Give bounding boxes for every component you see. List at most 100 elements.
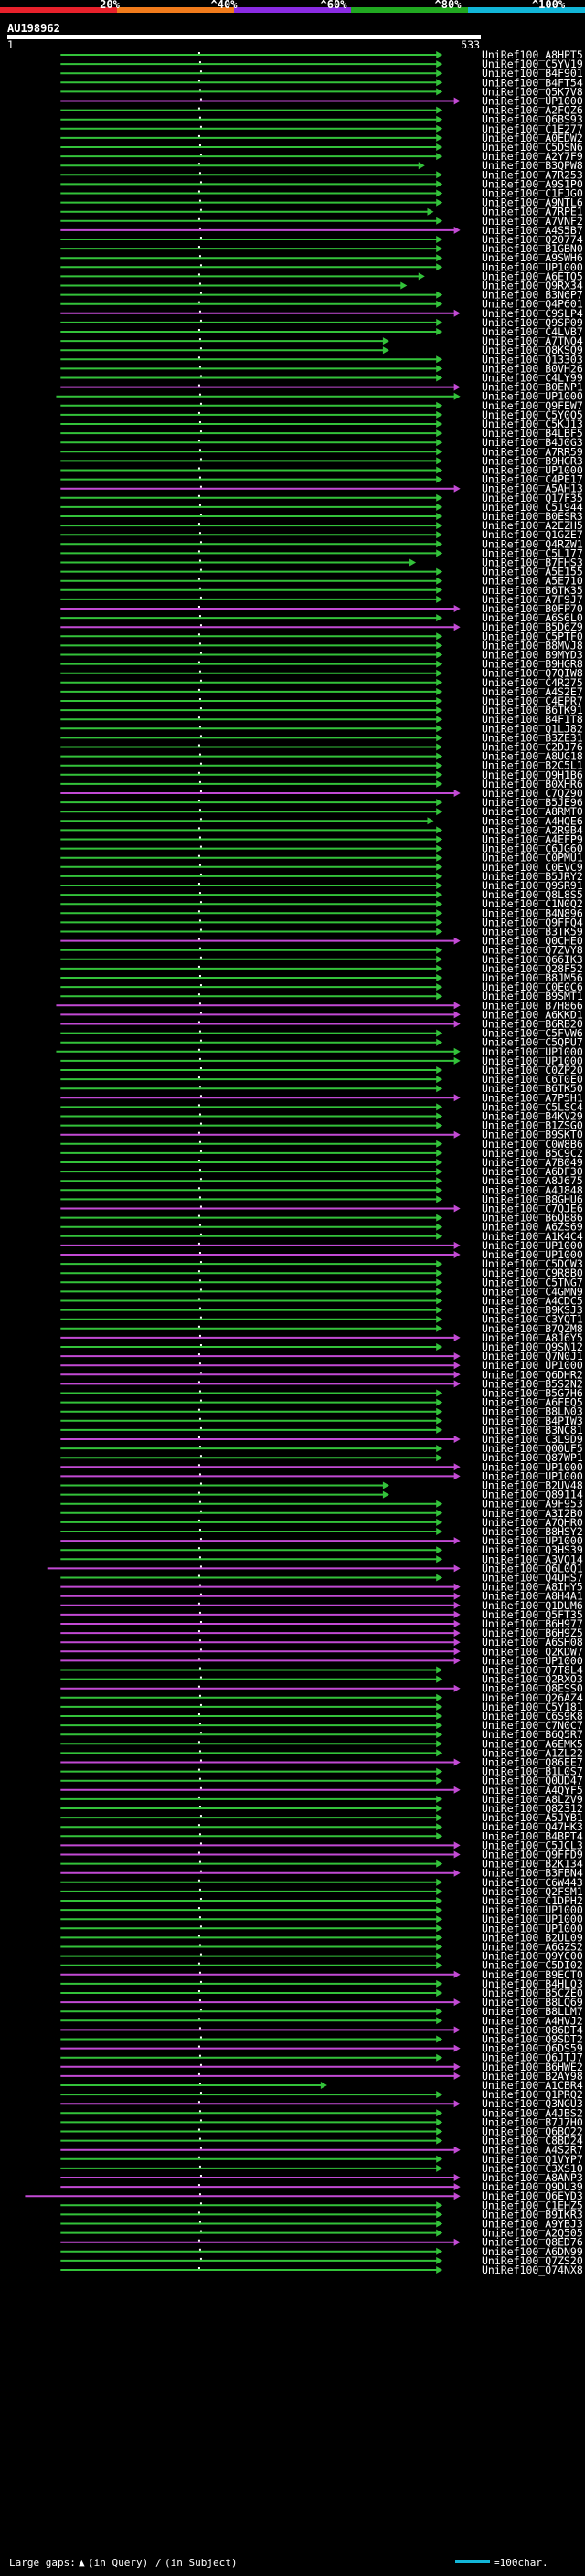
hit-gap-marker [199,1122,202,1125]
hit-gap-marker [199,762,202,765]
hit-arrow [453,2174,461,2181]
hit-gap-marker [197,550,200,553]
hit-label: UniRef100_Q9SN12 [482,1341,583,1353]
hit-label: UniRef100_B2UV48 [482,1479,583,1492]
hit-label: UniRef100_A8ANP3 [482,2171,583,2184]
hit-gap-marker [199,1372,202,1374]
hit-gap-marker [199,458,202,461]
hit-label: UniRef100_B4F901 [482,67,583,80]
hit-label: UniRef100_B4BPT4 [482,1829,583,1842]
hit-gap-marker [197,1491,200,1494]
hit-gap-marker [198,642,201,645]
hit-gap-marker [199,1898,202,1900]
hit-gap-marker [197,1547,200,1550]
hit-label: UniRef100_A4JBS2 [482,2106,583,2119]
hit-label: UniRef100_C3XS10 [482,2162,583,2175]
hit-gap-marker [198,1916,201,1919]
hit-label: UniRef100_A8H4A1 [482,1590,583,1603]
hit-arrow [436,217,443,225]
hit-label: UniRef100_A5AH13 [482,482,583,495]
hit-arrow [436,1805,443,1812]
hit-arrow [436,365,443,373]
hit-gap-marker [197,2184,200,2187]
hit-label: UniRef100_B3FBN4 [482,1867,583,1880]
hit-label: UniRef100_UP1000.. [482,1469,585,1482]
hit-gap-marker [199,735,202,737]
hit-label: UniRef100_Q86DT4 [482,2023,583,2036]
hit-label: UniRef100_C4R275 [482,676,583,689]
hit-arrow [436,1989,443,1997]
hit-label: UniRef100_B9KSJ3 [482,1304,583,1317]
hit-gap-marker [198,476,201,479]
hit-gap-marker [199,375,202,377]
hit-arrow [453,226,461,234]
hit-arrow [436,983,443,991]
hit-gap-marker [197,1242,200,1245]
hit-arrow [453,2100,461,2108]
hit-gap-marker [197,1353,200,1356]
hit-gap-marker [198,116,201,119]
hit-label: UniRef100_Q2RXO3 [482,1673,583,1686]
hit-arrow [453,1601,461,1609]
hit-label: UniRef100_Q0UD47 [482,1775,583,1787]
identity-scale-segment [468,7,585,13]
hit-gap-marker [197,2045,200,2048]
hit-arrow [436,641,443,650]
hit-label: UniRef100_B0ENP1 [482,381,583,394]
hit-arrow [453,1657,461,1665]
hit-arrow [436,1195,443,1203]
hit-gap-marker [199,1344,202,1346]
hit-label: UniRef100_Q8L8S5 [482,888,583,901]
hit-gap-marker [199,928,202,931]
hit-arrow [436,1315,443,1323]
hit-arrow [453,1684,461,1692]
hit-gap-marker [198,1806,201,1807]
hit-arrow [427,817,434,825]
hit-gap-marker [198,366,201,368]
hit-gap-marker [199,1316,202,1319]
hit-arrow [436,1906,443,1914]
hit-label: UniRef100_A2Y7F9 [482,150,583,163]
hit-label: UniRef100_C51944 [482,501,583,514]
hit-arrow [453,1251,461,1258]
hit-arrow [436,1288,443,1296]
hit-gap-marker [199,790,202,792]
hit-gap-marker [197,1076,200,1079]
hit-arrow [436,1066,443,1074]
hit-label: UniRef100_A6DF30 [482,1165,583,1178]
hit-gap-marker [197,606,200,608]
hit-label: UniRef100_Q26AZ4 [482,1691,583,1704]
hit-label: UniRef100_A7VNF2 [482,215,583,228]
hit-gap-marker [199,596,202,599]
hit-arrow [436,1140,443,1148]
hit-arrow [436,522,443,530]
hit-gap-marker [198,1667,201,1670]
hit-label: UniRef100_C9SLP4 [482,307,583,320]
hit-arrow [453,623,461,631]
hit-arrow [436,2035,443,2043]
hit-arrow [436,88,443,96]
hit-label: UniRef100_Q9SR91 [482,879,583,892]
hit-arrow [453,2026,461,2034]
hit-label: UniRef100_C5PTF0 [482,630,583,642]
hit-arrow [436,1722,443,1730]
hit-gap-marker [197,329,200,331]
hit-label: UniRef100_A9NTL6 [482,196,583,209]
hit-arrow [453,1970,461,1978]
hit-gap-marker [197,1768,200,1771]
hit-label: UniRef100_A7TNQ4 [482,334,583,347]
hit-gap-marker [197,1685,200,1688]
hit-arrow [436,318,443,326]
hit-arrow [436,1767,443,1776]
hit-gap-marker [199,984,202,987]
hit-arrow [436,853,443,862]
hit-gap-marker [198,2027,201,2030]
hit-arrow [436,1416,443,1425]
hit-label: UniRef100_B0VH26 [482,362,583,375]
hit-arrow [436,1186,443,1194]
hit-label: UniRef100_UP1000.. [482,1359,585,1372]
hit-arrow [436,1445,443,1453]
hit-label: UniRef100_B9HGR3 [482,454,583,467]
hit-gap-marker [198,1500,201,1503]
hit-label: UniRef100_Q1VYP7 [482,2153,583,2166]
